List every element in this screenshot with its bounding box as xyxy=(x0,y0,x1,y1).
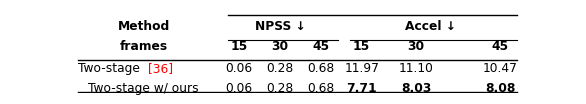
Text: 8.03: 8.03 xyxy=(401,82,431,95)
Text: 0.06: 0.06 xyxy=(226,82,253,95)
Text: 0.68: 0.68 xyxy=(307,62,335,75)
Text: Accel ↓: Accel ↓ xyxy=(406,20,456,33)
Text: Two-stage: Two-stage xyxy=(78,62,144,75)
Text: 30: 30 xyxy=(271,40,288,53)
Text: 10.47: 10.47 xyxy=(483,62,517,75)
Text: 30: 30 xyxy=(408,40,425,53)
Text: 45: 45 xyxy=(492,40,509,53)
Text: 15: 15 xyxy=(353,40,370,53)
Text: 8.08: 8.08 xyxy=(485,82,515,95)
Text: NPSS ↓: NPSS ↓ xyxy=(254,20,305,33)
Text: 7.71: 7.71 xyxy=(346,82,377,95)
Text: 11.10: 11.10 xyxy=(398,62,434,75)
Text: [36]: [36] xyxy=(148,62,173,75)
Text: 0.28: 0.28 xyxy=(266,82,294,95)
Text: 0.06: 0.06 xyxy=(226,62,253,75)
Text: frames: frames xyxy=(120,40,168,53)
Text: 0.28: 0.28 xyxy=(266,62,294,75)
Text: 0.68: 0.68 xyxy=(307,82,335,95)
Text: 15: 15 xyxy=(230,40,248,53)
Text: 45: 45 xyxy=(312,40,329,53)
Text: 11.97: 11.97 xyxy=(344,62,379,75)
Text: Method: Method xyxy=(118,20,170,33)
Text: Two-stage w/ ours: Two-stage w/ ours xyxy=(88,82,199,95)
